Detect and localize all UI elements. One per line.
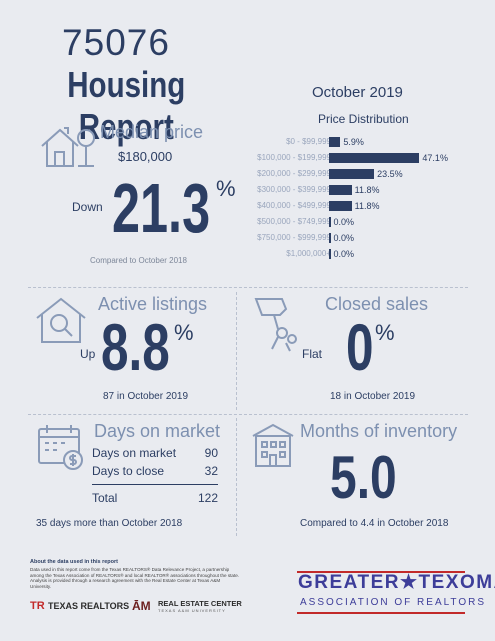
dom-row-label: Days on market [92,446,177,460]
dist-row: $100,000 - $199,999 47.1% [218,152,488,165]
dist-row: $500,000 - $749,999 0.0% [218,216,488,229]
atm-logo-icon: ĀM [132,599,151,613]
active-percent-sign: % [174,320,194,345]
texoma-bottom-rule [297,612,465,614]
dist-bar [329,233,331,243]
median-comparison: Compared to October 2018 [90,256,187,265]
dist-row: $750,000 - $999,999 0.0% [218,232,488,245]
active-direction: Up [80,347,96,361]
divider-2 [28,414,468,415]
closed-detail: 18 in October 2019 [330,391,416,402]
active-listings-title: Active listings [98,294,208,314]
dom-row-days-on-market: Days on market 90 [92,446,218,460]
dist-label: $400,000 - $499,999 [257,201,331,210]
dist-value: 11.8% [354,201,380,211]
dom-detail: 35 days more than October 2018 [36,518,183,529]
house-tree-icon [41,127,95,167]
months-inventory-detail: Compared to 4.4 in October 2018 [300,518,449,529]
divider-1 [28,287,468,288]
report-month: October 2019 [312,84,403,101]
median-price-title: Median price [100,122,204,142]
months-inventory-title: Months of inventory [300,421,458,441]
closed-sales-title: Closed sales [325,294,429,314]
dist-bar [329,153,420,163]
dist-row: $400,000 - $499,999 11.8% [218,200,488,213]
page-title: Housing Report [67,64,186,147]
dist-value: 0.0% [333,249,355,259]
dist-row: $200,000 - $299,999 23.5% [218,168,488,181]
texas-realtors-text: TEXAS REALTORS [48,601,130,611]
zip-code: 75076 [62,22,170,63]
divider-v1 [236,292,237,410]
dom-row-value: 90 [204,446,218,460]
median-change-value: 21.3 [112,169,211,247]
dist-row: $1,000,000+ 0.0% [218,248,488,261]
dom-total-value: 122 [197,491,218,505]
dist-row: $0 - $99,999 5.9% [218,136,488,149]
texoma-logo-line2: ASSOCIATION OF REALTORS [300,597,487,608]
dist-label: $0 - $99,999 [286,137,331,146]
dom-total-label: Total [92,491,118,505]
building-icon [252,423,294,467]
dom-row-total: Total 122 [92,491,218,505]
texas-flag-icon: TR [30,600,45,612]
dist-label: $200,000 - $299,999 [257,169,331,178]
divider-v2 [236,418,237,536]
dist-value: 23.5% [377,169,403,179]
dom-row-label: Days to close [92,464,165,478]
real-estate-center-sub: TEXAS A&M UNIVERSITY [158,608,226,613]
closed-direction: Flat [302,347,323,361]
dist-value: 0.0% [333,233,355,243]
days-on-market-title: Days on market [94,421,221,441]
active-detail: 87 in October 2019 [103,391,189,402]
months-inventory-value: 5.0 [330,444,397,511]
texoma-logo-line1: GREATER★TEXOMA [298,572,495,593]
about-body: Data used in this report come from the T… [30,567,240,589]
house-search-icon [36,297,86,343]
about-title: About the data used in this report [30,559,119,565]
dist-label: $100,000 - $199,999 [257,153,331,162]
dist-row: $300,000 - $399,999 11.8% [218,184,488,197]
dist-bar [329,137,341,147]
active-change-value: 8.8 [101,310,170,384]
real-estate-center-logo: ĀM REAL ESTATE CENTER TEXAS A&M UNIVERSI… [132,599,252,617]
dist-bar [329,185,352,195]
median-direction: Down [72,200,103,214]
calendar-money-icon [38,425,83,470]
texoma-top-rule [297,571,465,573]
closed-change-value: 0 [346,310,374,384]
dist-value: 47.1% [422,153,448,163]
keys-hand-icon [254,298,297,352]
median-percent-sign: % [216,176,236,201]
dom-total-rule [92,484,218,485]
closed-percent-sign: % [375,320,395,345]
dist-bar [329,249,331,259]
dist-bar [329,217,331,227]
dist-value: 0.0% [333,217,355,227]
texas-realtors-logo: TR TEXAS REALTORS [30,600,129,614]
dist-label: $500,000 - $749,999 [257,217,331,226]
dist-label: $750,000 - $999,999 [257,233,331,242]
dist-label: $300,000 - $399,999 [257,185,331,194]
dom-row-days-to-close: Days to close 32 [92,464,218,478]
dist-value: 5.9% [343,137,364,147]
dom-row-value: 32 [204,464,218,478]
dist-bar [329,169,375,179]
median-price-value: $180,000 [118,149,173,164]
dist-label: $1,000,000+ [286,249,331,258]
price-distribution-title: Price Distribution [318,112,409,126]
real-estate-center-text: REAL ESTATE CENTER [158,599,242,608]
dist-value: 11.8% [354,185,380,195]
dist-bar [329,201,352,211]
